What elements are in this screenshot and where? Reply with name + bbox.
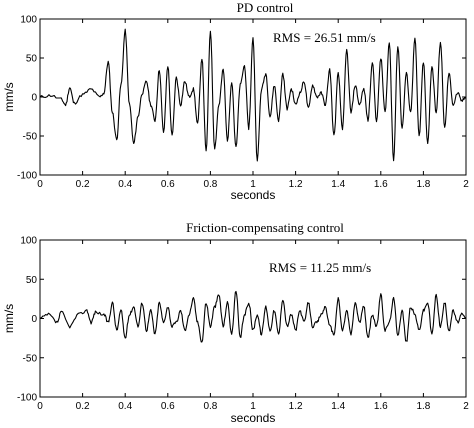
- y-tick-label: -100: [17, 393, 37, 404]
- x-tick-label: 1.4: [331, 179, 345, 190]
- x-tick-label: 1.6: [374, 401, 388, 412]
- x-tick-label: 0.6: [161, 401, 175, 412]
- x-axis-label: seconds: [231, 188, 276, 202]
- y-tick-label: -100: [17, 171, 37, 182]
- rms-annotation: RMS = 11.25 mm/s: [269, 260, 371, 275]
- x-tick-label: 1: [250, 179, 256, 190]
- y-tick-label: 0: [31, 93, 37, 104]
- x-tick-label: 0.4: [118, 179, 132, 190]
- x-tick-label: 1.8: [416, 401, 430, 412]
- x-tick-label: 2: [463, 179, 469, 190]
- x-tick-label: 0.8: [203, 179, 217, 190]
- chart-title: Friction-compensating control: [186, 220, 344, 235]
- y-tick-label: 50: [26, 54, 38, 65]
- x-tick-label: 0.2: [76, 179, 90, 190]
- y-tick-label: 100: [20, 15, 37, 26]
- x-tick-label: 0.6: [161, 179, 175, 190]
- x-tick-label: 1.8: [416, 179, 430, 190]
- x-tick-label: 0.8: [203, 401, 217, 412]
- y-tick-label: -50: [23, 353, 38, 364]
- chart-title: PD control: [237, 0, 294, 15]
- series-line: [39, 290, 467, 343]
- chart-panel-1: 0 0.2 0.4 0.6 0.8 1 1.2 1.4 1.6 1.8 2 100 50 0 -50 -100…: [2, 0, 469, 202]
- x-tick-label: 1.6: [374, 179, 388, 190]
- x-tick-label: 1.2: [289, 179, 303, 190]
- x-tick-label: 0.2: [76, 401, 90, 412]
- x-tick-label: 2: [463, 401, 469, 412]
- rms-annotation: RMS = 26.51 mm/s: [273, 30, 376, 45]
- y-axis-label: mm/s: [2, 304, 16, 333]
- x-axis-label: seconds: [231, 411, 276, 425]
- x-tick-label: 1.2: [289, 401, 303, 412]
- y-tick-label: 50: [26, 275, 38, 286]
- y-tick-label: 100: [20, 236, 37, 247]
- x-tick-label: 0.4: [118, 401, 132, 412]
- x-tick-label: 0: [37, 401, 43, 412]
- y-axis-label: mm/s: [2, 82, 16, 111]
- x-tick-label: 1: [250, 401, 256, 412]
- y-tick-label: -50: [23, 132, 38, 143]
- chart-panel-2: 0 0.2 0.4 0.6 0.8 1 1.2 1.4 1.6 1.8 2 100 50 0 -50 -100…: [2, 220, 469, 425]
- y-tick-label: 0: [31, 314, 37, 325]
- x-tick-label: 0: [37, 179, 43, 190]
- series-line: [39, 28, 467, 162]
- plot-frame: [39, 239, 467, 398]
- x-tick-label: 1.4: [331, 401, 345, 412]
